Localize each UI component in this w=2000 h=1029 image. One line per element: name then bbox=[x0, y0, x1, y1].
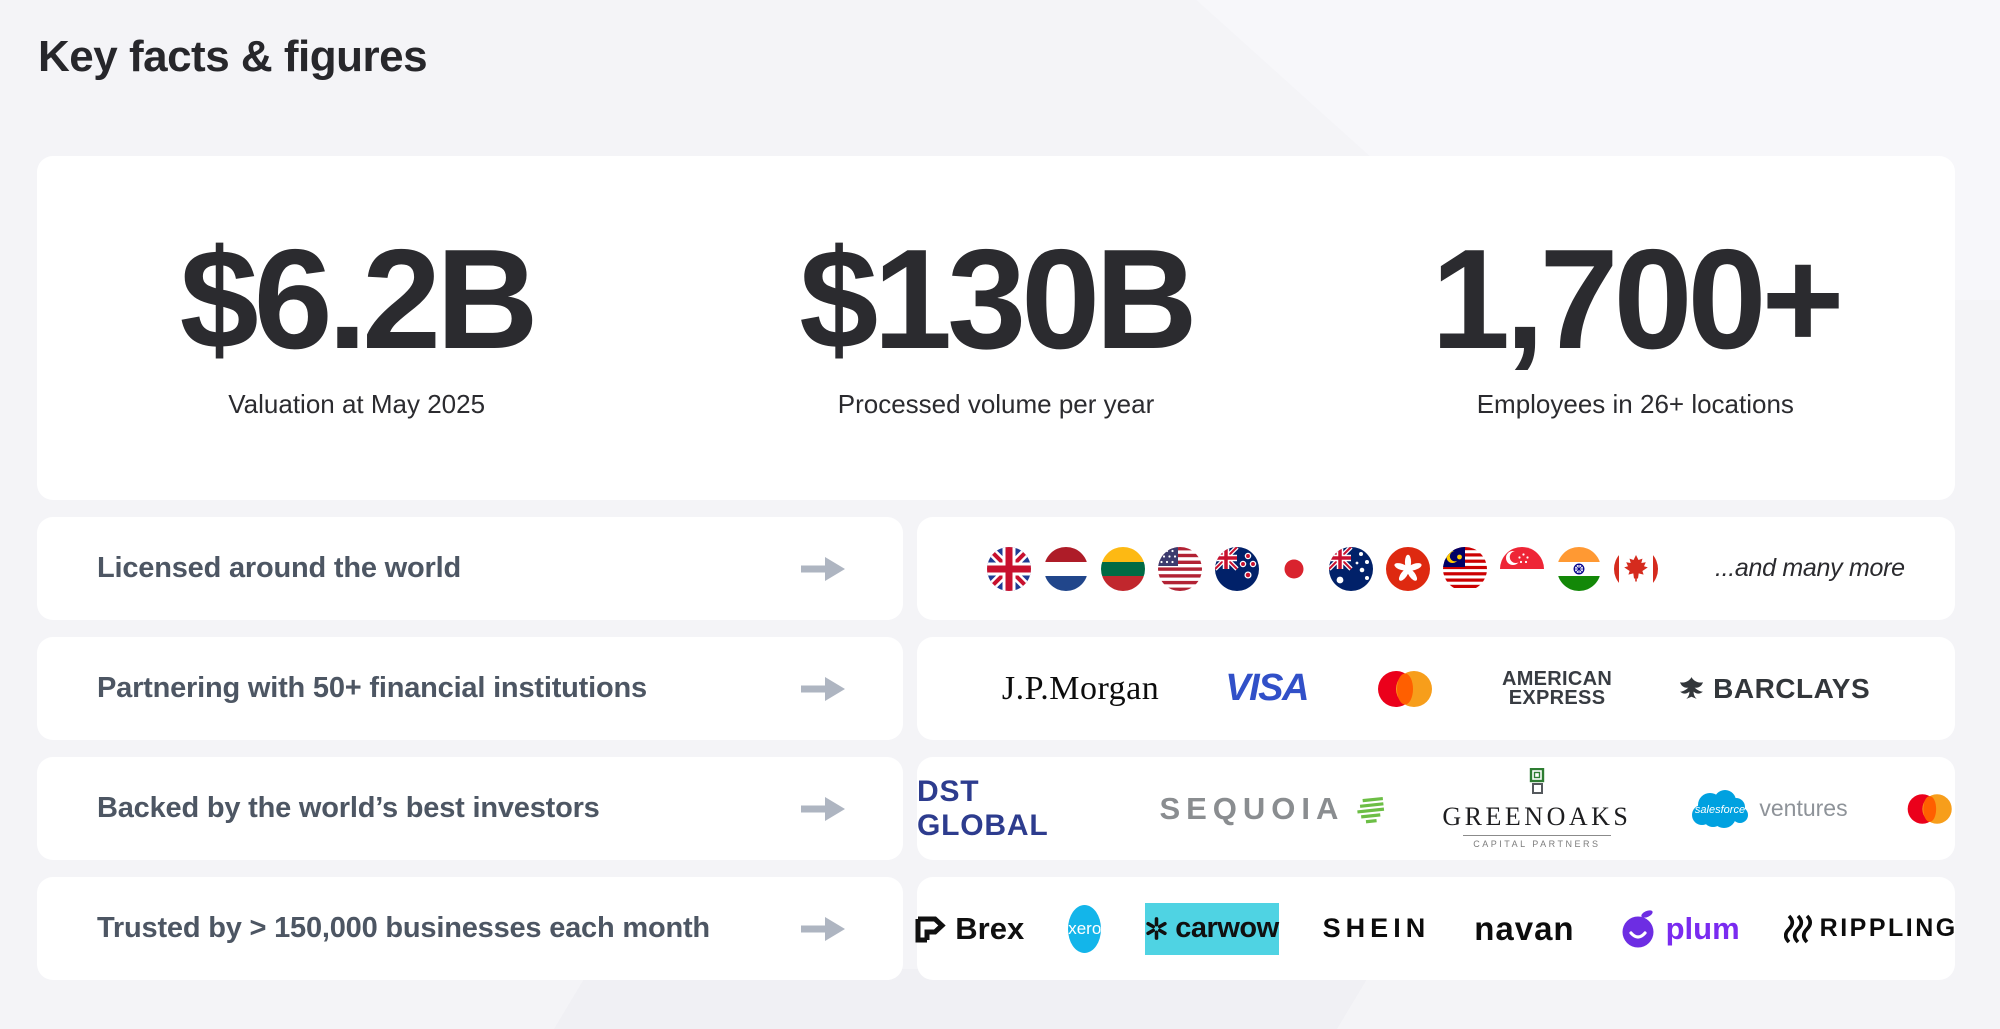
stat-volume-caption: Processed volume per year bbox=[837, 389, 1155, 420]
barclays-logo: BARCLAYS bbox=[1678, 673, 1870, 705]
salesforce-ventures-logo: salesforce ventures bbox=[1687, 786, 1848, 832]
stat-volume-value: $130B bbox=[799, 219, 1197, 379]
row-investors[interactable]: Backed by the world’s best investors bbox=[37, 757, 903, 860]
greenoaks-subtitle: CAPITAL PARTNERS bbox=[1462, 835, 1611, 849]
xero-logo: xero bbox=[1068, 904, 1102, 953]
flag-hong-kong-icon bbox=[1386, 546, 1430, 591]
carwow-logo: carwow bbox=[1145, 902, 1279, 955]
fact-rows: Licensed around the world bbox=[37, 517, 1955, 980]
row-investors-label: Backed by the world’s best investors bbox=[97, 792, 600, 824]
arrow-right-icon[interactable] bbox=[799, 914, 847, 944]
flag-netherlands-icon bbox=[1044, 546, 1088, 591]
rippling-waves-icon bbox=[1783, 914, 1812, 943]
american-express-logo: AMERICAN EXPRESS bbox=[1501, 667, 1613, 709]
stat-valuation-value: $6.2B bbox=[179, 219, 539, 379]
arrow-right-icon[interactable] bbox=[799, 554, 847, 584]
flag-australia-icon bbox=[1329, 546, 1373, 591]
licensed-flags-panel: ...and many more bbox=[917, 517, 1955, 620]
amex-line2: EXPRESS bbox=[1508, 686, 1606, 709]
greenoaks-mark-icon bbox=[1529, 768, 1545, 794]
businesses-panel: Brex xero carwow SHEIN navan bbox=[914, 877, 1958, 980]
xero-wordmark: xero bbox=[1068, 918, 1102, 938]
flag-united-states-icon bbox=[1158, 546, 1202, 591]
row-trusted[interactable]: Trusted by > 150,000 businesses each mon… bbox=[37, 877, 903, 980]
flag-canada-icon bbox=[1614, 546, 1658, 591]
sequoia-logo: SEQUOIA bbox=[1159, 791, 1386, 827]
financial-institutions-panel: J.P.Morgan VISA AMERICAN EXPRESS BARCLAY… bbox=[917, 637, 1955, 740]
brex-flag-icon bbox=[915, 916, 946, 942]
plum-logo: plum bbox=[1619, 908, 1740, 950]
greenoaks-logo: GREENOAKS CAPITAL PARTNERS bbox=[1442, 768, 1631, 849]
rippling-wordmark: RIPPLING bbox=[1819, 914, 1958, 942]
stat-employees-caption: Employees in 26+ locations bbox=[1476, 389, 1794, 420]
stat-valuation: $6.2B Valuation at May 2025 bbox=[37, 156, 676, 500]
stat-valuation-caption: Valuation at May 2025 bbox=[228, 389, 486, 420]
plum-face-icon bbox=[1622, 909, 1654, 947]
barclays-eagle-icon bbox=[1680, 677, 1704, 699]
arrow-right-icon[interactable] bbox=[799, 794, 847, 824]
flag-lithuania-icon bbox=[1101, 546, 1145, 591]
row-partnering-label: Partnering with 50+ financial institutio… bbox=[97, 672, 647, 704]
mastercard-logo-icon bbox=[1907, 793, 1952, 824]
amex-line1: AMERICAN bbox=[1501, 667, 1613, 690]
flag-new-zealand-icon bbox=[1215, 546, 1259, 591]
sequoia-leaf-icon bbox=[1357, 796, 1385, 823]
flag-india-icon bbox=[1557, 546, 1601, 591]
key-stats-card: $6.2B Valuation at May 2025 $130B Proces… bbox=[37, 156, 1955, 500]
salesforce-cloud-icon: salesforce bbox=[1692, 789, 1749, 828]
carwow-wordmark: carwow bbox=[1175, 912, 1279, 944]
navan-logo: navan bbox=[1474, 909, 1575, 947]
stat-employees: 1,700+ Employees in 26+ locations bbox=[1316, 156, 1955, 500]
visa-logo: VISA bbox=[1225, 667, 1309, 709]
brex-logo: Brex bbox=[914, 911, 1024, 947]
flag-japan-icon bbox=[1272, 546, 1316, 591]
dst-global-logo: DST GLOBAL bbox=[917, 774, 1049, 842]
flag-united-kingdom-icon bbox=[987, 546, 1031, 591]
brex-wordmark: Brex bbox=[955, 910, 1025, 946]
carwow-wheel-icon bbox=[1146, 917, 1167, 940]
barclays-wordmark: BARCLAYS bbox=[1713, 672, 1871, 704]
flag-malaysia-icon bbox=[1443, 546, 1487, 591]
shein-logo: SHEIN bbox=[1322, 913, 1431, 943]
jpmorgan-logo: J.P.Morgan bbox=[1001, 669, 1160, 707]
mastercard-logo-icon bbox=[1377, 670, 1432, 707]
ventures-wordmark: ventures bbox=[1759, 795, 1848, 821]
row-licensed-label: Licensed around the world bbox=[97, 552, 461, 584]
flag-singapore-icon bbox=[1500, 546, 1544, 591]
sequoia-wordmark: SEQUOIA bbox=[1159, 790, 1345, 826]
plum-wordmark: plum bbox=[1665, 910, 1740, 946]
stat-volume: $130B Processed volume per year bbox=[676, 156, 1315, 500]
row-trusted-label: Trusted by > 150,000 businesses each mon… bbox=[97, 912, 710, 944]
stat-employees-value: 1,700+ bbox=[1431, 219, 1844, 379]
investors-panel: DST GLOBAL SEQUOIA GREENOAKS CAPITAL PA bbox=[917, 757, 1955, 860]
arrow-right-icon[interactable] bbox=[799, 674, 847, 704]
rippling-logo: RIPPLING bbox=[1783, 914, 1958, 944]
page-title: Key facts & figures bbox=[38, 32, 428, 81]
salesforce-wordmark: salesforce bbox=[1695, 804, 1745, 816]
more-countries-label: ...and many more bbox=[1715, 554, 1905, 582]
row-partnering[interactable]: Partnering with 50+ financial institutio… bbox=[37, 637, 903, 740]
row-licensed[interactable]: Licensed around the world bbox=[37, 517, 903, 620]
greenoaks-wordmark: GREENOAKS bbox=[1442, 802, 1632, 831]
